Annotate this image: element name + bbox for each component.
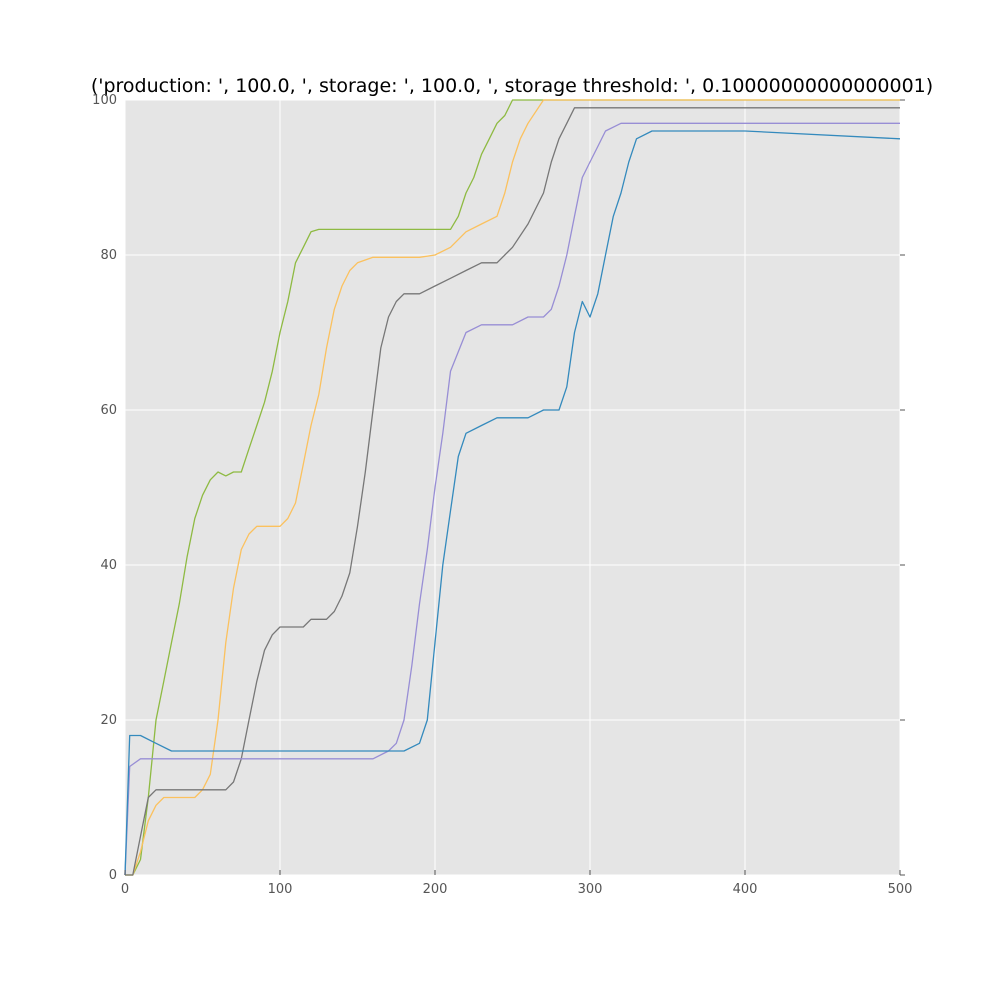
series-line-3 — [125, 107, 900, 876]
series-line-5 — [124, 130, 901, 876]
x-tick-label: 500 — [888, 882, 913, 897]
axis-ticks — [124, 99, 905, 876]
series-line-2 — [125, 99, 900, 876]
x-tick-label: 300 — [578, 882, 603, 897]
series-line-4 — [124, 122, 900, 876]
chart-title: ('production: ', 100.0, ', storage: ', 1… — [91, 75, 933, 97]
x-tick-label: 0 — [121, 882, 129, 897]
series-layer — [124, 99, 901, 876]
y-tick-label: 0 — [109, 868, 117, 883]
axis-tick-labels: 0 100 200 300 400 500 0 20 40 60 80 100 — [92, 93, 912, 897]
series-line-1 — [125, 99, 900, 876]
x-tick-label: 200 — [423, 882, 448, 897]
y-tick-label: 100 — [92, 93, 117, 108]
x-tick-label: 100 — [268, 882, 293, 897]
plot-background — [125, 100, 900, 875]
y-tick-label: 40 — [100, 558, 117, 573]
y-tick-label: 60 — [100, 403, 117, 418]
y-tick-label: 20 — [100, 713, 117, 728]
x-tick-label: 400 — [733, 882, 758, 897]
y-tick-label: 80 — [100, 248, 117, 263]
